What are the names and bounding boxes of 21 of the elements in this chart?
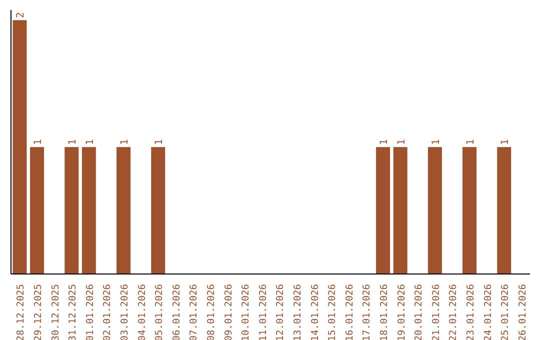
data-label: 1	[379, 139, 390, 146]
x-tick-label: 16.01.2026	[344, 284, 356, 340]
x-tick-label: 19.01.2026	[396, 284, 408, 340]
x-tick-label: 15.01.2026	[327, 284, 338, 340]
data-label: 1	[430, 139, 442, 146]
data-label: 1	[120, 139, 131, 146]
x-tick-label: 17.01.2026	[362, 284, 373, 340]
data-label: 1	[154, 139, 166, 146]
x-tick-label: 14.01.2026	[310, 284, 321, 340]
data-label: 1	[33, 139, 44, 146]
data-label: 1	[500, 139, 512, 146]
x-tick-label: 11.01.2026	[258, 284, 269, 340]
x-tick-label: 10.01.2026	[240, 284, 252, 340]
data-label: 1	[396, 139, 408, 146]
data-label: 1	[466, 139, 477, 146]
data-label: 1	[68, 139, 79, 146]
x-tick-label: 18.01.2026	[378, 284, 390, 340]
x-tick-label: 13.01.2026	[292, 284, 304, 340]
data-label: 2	[16, 12, 27, 18]
data-label: 1	[84, 139, 96, 146]
x-tick-label: 12.01.2026	[275, 284, 286, 340]
